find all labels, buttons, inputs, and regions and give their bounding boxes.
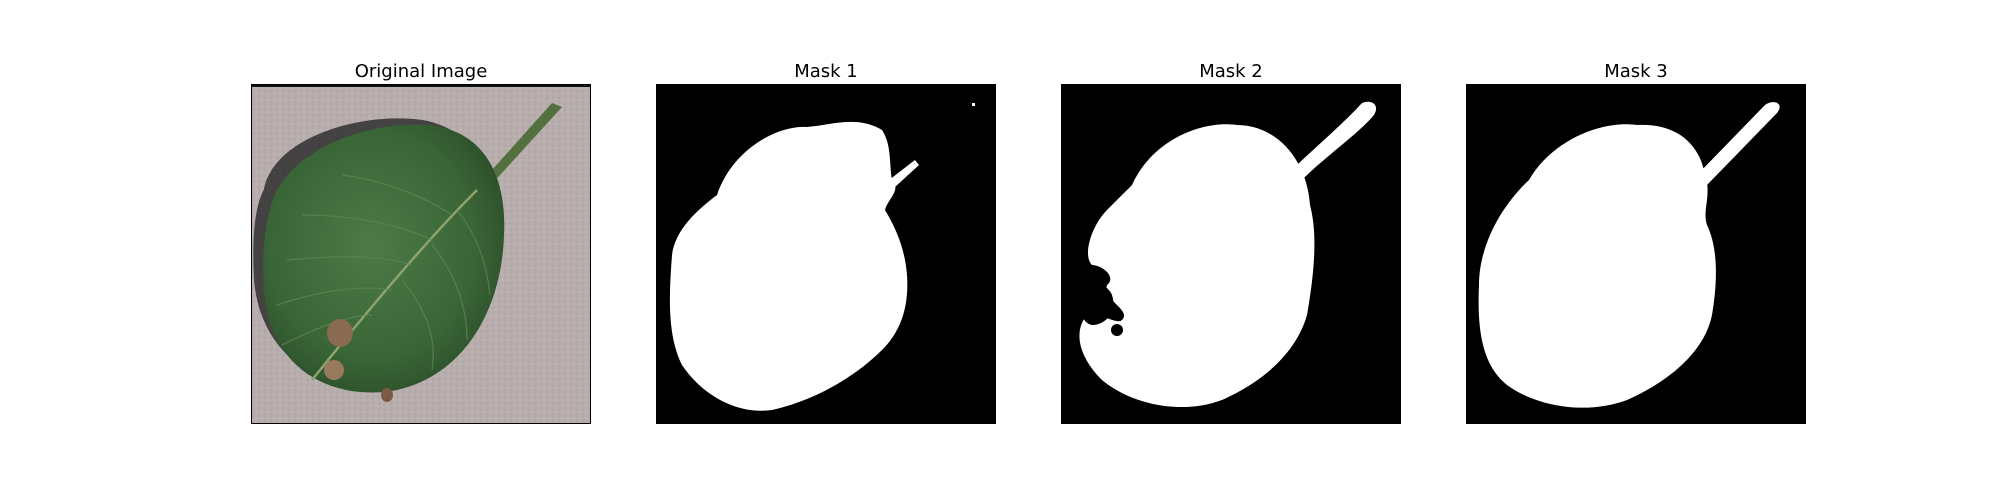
mask-hole (1111, 324, 1123, 336)
lesion-spot (324, 360, 344, 380)
leaf-photo (252, 85, 590, 423)
leaf-veins (276, 174, 491, 371)
mask-image (656, 84, 996, 424)
mask-stem (1697, 102, 1780, 185)
leaf-stem (474, 103, 562, 197)
panel-title: Mask 1 (794, 61, 858, 82)
panel-title: Mask 3 (1604, 61, 1668, 82)
lesion-spot (381, 388, 393, 402)
mask-foreground (1478, 124, 1716, 408)
mask-2-image (1062, 85, 1400, 423)
leaf-midrib (311, 189, 478, 381)
lesion-spot (327, 319, 353, 347)
mask-1-image (657, 85, 995, 423)
mask-hole (1079, 282, 1114, 325)
panel-original-image: Original Image (251, 60, 591, 424)
panel-mask-2: Mask 2 (1061, 60, 1401, 424)
top-edge (252, 85, 590, 87)
mask-stem (1292, 101, 1377, 180)
panel-mask-1: Mask 1 (656, 60, 996, 424)
panel-mask-3: Mask 3 (1466, 60, 1806, 424)
mask-image (1061, 84, 1401, 424)
panel-title: Original Image (354, 61, 488, 82)
mask-foreground (669, 121, 908, 411)
panel-title: Mask 2 (1199, 61, 1263, 82)
mask-foreground (1079, 124, 1315, 408)
mask-fragment (972, 103, 975, 106)
mask-image (1466, 84, 1806, 424)
original-image (251, 84, 591, 424)
mask-fragment (889, 160, 919, 187)
mask-3-image (1467, 85, 1805, 423)
